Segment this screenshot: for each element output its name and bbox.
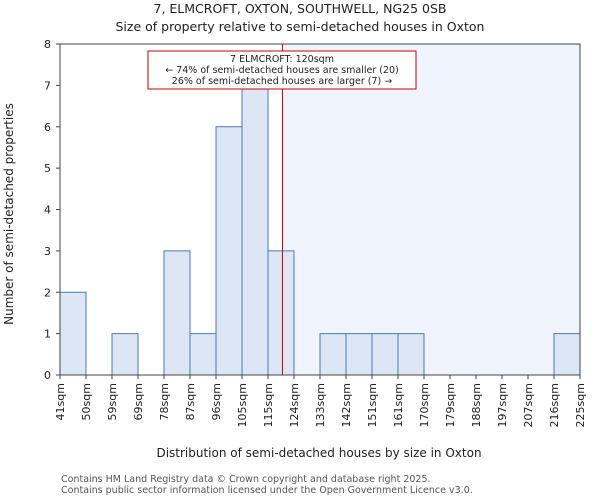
y-axis: 0 1 2 3 4 5 6 7 8	[44, 38, 60, 382]
annotation-line-3: 26% of semi-detached houses are larger (…	[172, 76, 392, 87]
x-tick-label-59sqm: 59sqm	[106, 383, 119, 420]
x-tick-label-115sqm: 115sqm	[262, 383, 275, 427]
annotation-line-2: ← 74% of semi-detached houses are smalle…	[165, 65, 399, 76]
x-tick-label-96sqm: 96sqm	[210, 383, 223, 420]
y-tick-label-7: 7	[44, 79, 51, 92]
y-tick-label-6: 6	[44, 121, 51, 134]
larger-region-shading	[282, 44, 580, 375]
footer-line-1: Contains HM Land Registry data © Crown c…	[61, 474, 431, 485]
annotation-frame	[147, 50, 417, 90]
x-tick-label-188sqm: 188sqm	[470, 383, 483, 427]
y-tick-label-0: 0	[44, 369, 51, 382]
x-tick-label-142sqm: 142sqm	[340, 383, 353, 427]
x-tick-label-216sqm: 216sqm	[548, 383, 561, 427]
bar-41sqm	[59, 291, 87, 376]
bar-216sqm	[553, 333, 581, 376]
x-tick-label-197sqm: 197sqm	[496, 383, 509, 427]
footer-attribution: Contains HM Land Registry data © Crown c…	[61, 474, 473, 496]
x-tick-label-133sqm: 133sqm	[314, 383, 327, 427]
y-tick-label-2: 2	[44, 286, 51, 299]
x-axis-label: Distribution of semi-detached houses by …	[156, 446, 481, 460]
footer-line-2: Contains public sector information licen…	[61, 485, 473, 496]
y-tick-label-5: 5	[44, 162, 51, 175]
bar-115sqm	[267, 250, 295, 376]
x-tick-label-41sqm: 41sqm	[54, 383, 67, 420]
x-tick-label-69sqm: 69sqm	[132, 383, 145, 420]
x-tick-label-179sqm: 179sqm	[444, 383, 457, 427]
x-tick-label-225sqm: 225sqm	[574, 383, 587, 427]
annotation-box: 7 ELMCROFT: 120sqm ← 74% of semi-detache…	[147, 50, 417, 90]
y-tick-label-4: 4	[44, 204, 51, 217]
x-tick-label-78sqm: 78sqm	[158, 383, 171, 420]
x-tick-label-50sqm: 50sqm	[80, 383, 93, 420]
bar-142sqm	[345, 333, 373, 376]
annotation-line-1: 7 ELMCROFT: 120sqm	[230, 54, 334, 65]
bar-78sqm	[163, 250, 191, 376]
x-tick-label-105sqm: 105sqm	[236, 383, 249, 427]
x-tick-label-207sqm: 207sqm	[522, 383, 535, 427]
y-tick-label-8: 8	[44, 38, 51, 51]
x-tick-label-124sqm: 124sqm	[288, 383, 301, 427]
bar-59sqm	[111, 333, 139, 376]
bar-96sqm	[215, 126, 243, 376]
bar-151sqm	[371, 333, 399, 376]
chart-title: 7, ELMCROFT, OXTON, SOUTHWELL, NG25 0SB	[154, 1, 447, 16]
bar-161sqm	[397, 333, 425, 376]
plot-frame	[59, 43, 581, 376]
chart-subtitle: Size of property relative to semi-detach…	[116, 19, 485, 34]
bar-105sqm	[241, 84, 269, 376]
bar-87sqm	[189, 333, 217, 376]
bars-group	[59, 84, 581, 376]
y-axis-label: Number of semi-detached properties	[2, 103, 16, 325]
x-tick-label-87sqm: 87sqm	[184, 383, 197, 420]
x-tick-label-170sqm: 170sqm	[418, 383, 431, 427]
x-tick-label-151sqm: 151sqm	[366, 383, 379, 427]
y-tick-label-1: 1	[44, 328, 51, 341]
x-axis: 41sqm 50sqm 59sqm 69sqm 78sqm 87sqm 96sqm 105sq…	[54, 375, 587, 427]
y-tick-label-3: 3	[44, 245, 51, 258]
x-tick-label-161sqm: 161sqm	[392, 383, 405, 427]
bar-133sqm	[319, 333, 347, 376]
